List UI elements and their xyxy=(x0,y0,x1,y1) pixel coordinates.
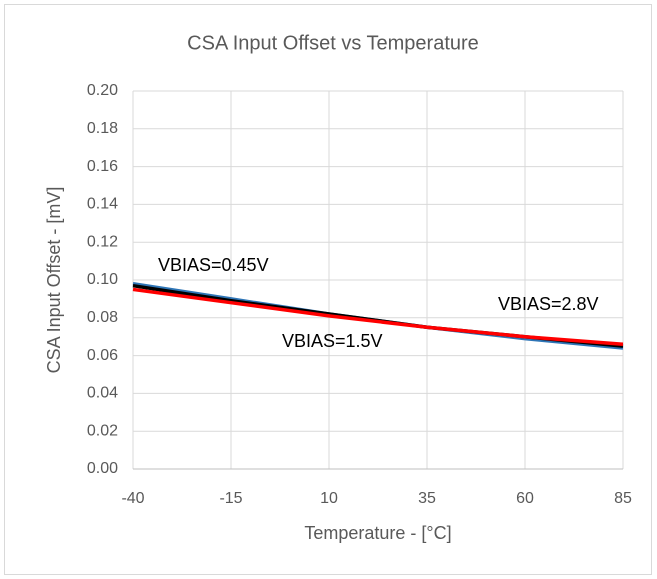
y-tick-label: 0.10 xyxy=(87,271,118,288)
y-axis-label: CSA Input Offset - [mV] xyxy=(44,187,64,374)
x-axis-label: Temperature - [°C] xyxy=(304,523,451,543)
y-tick-label: 0.04 xyxy=(87,385,118,402)
x-tick-label: -15 xyxy=(219,490,242,507)
y-tick-label: 0.14 xyxy=(87,196,118,213)
y-tick-label: 0.00 xyxy=(87,460,118,477)
x-tick-label: 35 xyxy=(418,490,436,507)
x-tick-label: -40 xyxy=(121,490,144,507)
y-tick-label: 0.02 xyxy=(87,422,118,439)
series-label: VBIAS=1.5V xyxy=(282,331,383,351)
chart-border xyxy=(4,4,652,575)
x-tick-label: 10 xyxy=(320,490,338,507)
y-tick-label: 0.08 xyxy=(87,309,118,326)
series-label: VBIAS=2.8V xyxy=(498,294,599,314)
series-label: VBIAS=0.45V xyxy=(158,255,269,275)
y-tick-label: 0.18 xyxy=(87,120,118,137)
y-tick-label: 0.06 xyxy=(87,347,118,364)
y-tick-label: 0.12 xyxy=(87,233,118,250)
chart-title: CSA Input Offset vs Temperature xyxy=(187,32,479,54)
y-tick-label: 0.16 xyxy=(87,158,118,175)
y-tick-label: 0.20 xyxy=(87,82,118,99)
series-line xyxy=(132,287,624,347)
x-tick-label: 60 xyxy=(516,490,534,507)
x-tick-label: 85 xyxy=(614,490,632,507)
